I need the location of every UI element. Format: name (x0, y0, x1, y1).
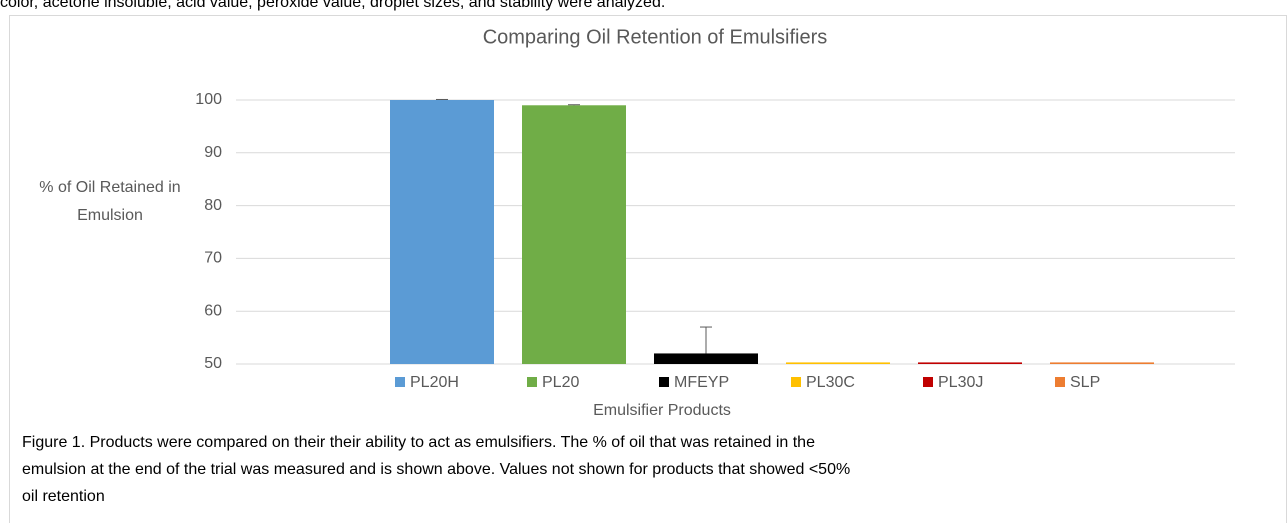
x-axis-label: Emulsifier Products (593, 402, 731, 419)
y-tick-label: 90 (204, 144, 222, 161)
y-tick-label: 70 (204, 250, 222, 267)
y-axis-label: Emulsion (77, 207, 143, 224)
chart-frame (9, 15, 1287, 523)
legend-swatch (659, 377, 669, 387)
legend-swatch (1055, 377, 1065, 387)
chart-title: Comparing Oil Retention of Emulsifiers (483, 26, 828, 48)
y-tick-label: 100 (195, 91, 222, 108)
x-tick-label: PL20H (410, 374, 459, 391)
y-tick-label: 80 (204, 197, 222, 214)
x-tick-label: SLP (1070, 374, 1100, 391)
x-tick-label: PL30J (938, 374, 983, 391)
caption-line: emulsion at the end of the trial was mea… (22, 461, 850, 478)
x-tick-label: PL20 (542, 374, 579, 391)
bar (390, 100, 494, 364)
bar (522, 105, 626, 364)
bar (1050, 362, 1154, 364)
bar (918, 362, 1022, 364)
x-tick-label: PL30C (806, 374, 855, 391)
bar (654, 353, 758, 364)
legend-swatch (791, 377, 801, 387)
bar (786, 362, 890, 364)
legend-swatch (923, 377, 933, 387)
legend-swatch (527, 377, 537, 387)
legend-swatch (395, 377, 405, 387)
intro-text: color, acetone insoluble, acid value, pe… (0, 0, 665, 11)
caption-line: Figure 1. Products were compared on thei… (22, 434, 815, 451)
y-axis-label: % of Oil Retained in (39, 179, 180, 196)
x-tick-label: MFEYP (674, 374, 729, 391)
caption-line: oil retention (22, 488, 105, 505)
y-tick-label: 60 (204, 302, 222, 319)
y-tick-label: 50 (204, 355, 222, 372)
